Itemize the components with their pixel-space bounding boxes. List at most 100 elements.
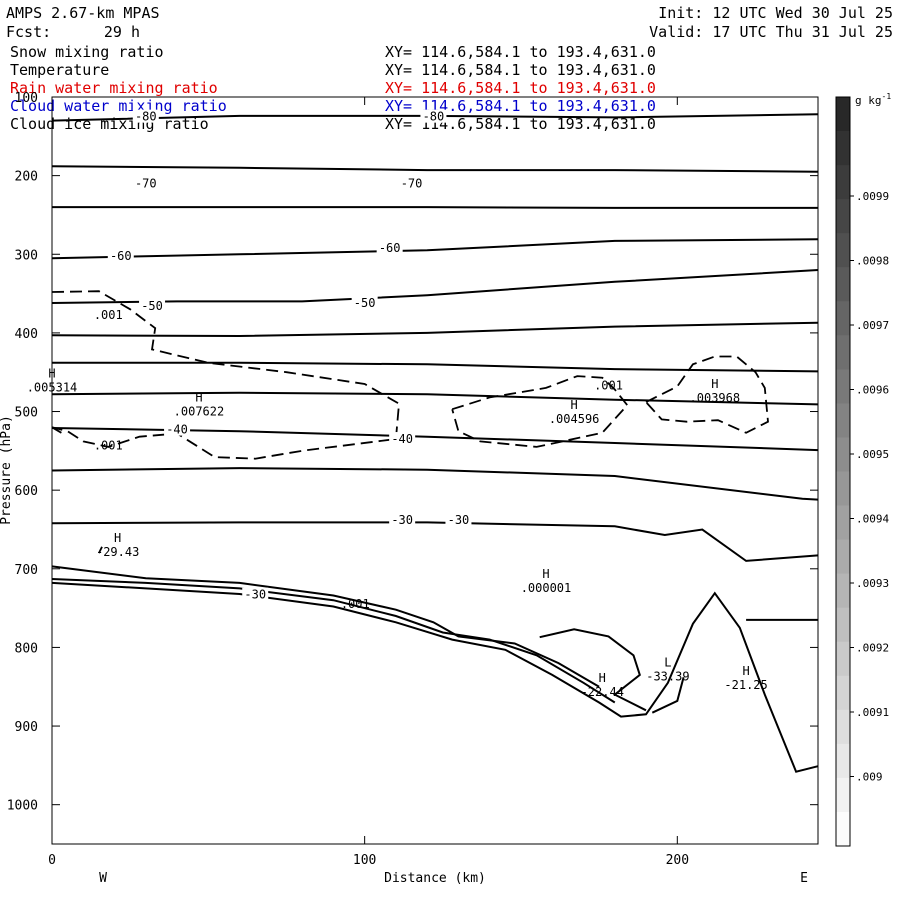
axes: 100 200 300 400 500 600 700 800 900 1000 0 100 200: [7, 91, 818, 868]
forecast-hour: 29 h: [104, 23, 140, 41]
y-tick-label: 100: [15, 91, 38, 106]
extremum-value: -22.44: [581, 685, 624, 699]
label-mask: [139, 299, 166, 313]
isotherm-line: [651, 677, 685, 714]
extremum-mark: H: [48, 367, 55, 381]
extremum-value: .005314: [27, 381, 78, 395]
isotherm-line: [51, 521, 819, 562]
contour-value-label: .001: [594, 379, 623, 393]
field-extent: XY= 114.6,584.1 to 193.4,631.0: [385, 97, 656, 115]
plot-area: -80 -80 -70 -70 -60 -60 -50 -50 -40 -40 -30 -30 -30.…: [27, 109, 819, 773]
label-mask: [389, 513, 416, 527]
colorbar-swatch: [836, 505, 850, 540]
colorbar-tick-label: .0098: [856, 255, 889, 268]
isotherm-label: -80: [423, 110, 445, 124]
extremum-value: .007622: [174, 404, 225, 418]
colorbar-swatch: [836, 369, 850, 404]
isotherm-label: -30: [244, 588, 266, 602]
extremum-mark: H: [542, 567, 549, 581]
colorbar-swatch: [836, 97, 850, 132]
isotherm-label: -60: [110, 249, 132, 263]
colorbar-swatch: [836, 199, 850, 234]
colorbar-swatch: [836, 812, 850, 847]
mixing-ratio-contour: [51, 426, 62, 434]
contour-value-label: .001: [341, 597, 370, 611]
colorbar-tick-label: .0094: [856, 513, 889, 526]
x-tick-label: 200: [666, 853, 689, 868]
colorbar-swatch: [836, 573, 850, 609]
x-tick-label: 100: [353, 853, 376, 868]
label-mask: [398, 176, 425, 190]
colorbar-frame: [835, 96, 851, 847]
colorbar-swatch: [836, 539, 850, 575]
colorbar-swatch: [836, 437, 850, 472]
extremum-value: -21.25: [724, 678, 767, 692]
label-mask: [242, 587, 269, 601]
init-time: Init: 12 UTC Wed 30 Jul 25: [658, 4, 893, 22]
colorbar-swatch: [836, 777, 850, 813]
colorbar-swatch: [836, 743, 850, 779]
y-tick-label: 500: [15, 406, 38, 421]
y-tick-label: 800: [15, 641, 38, 656]
extremum-mark: H: [711, 377, 718, 391]
colorbar-tick-label: .0099: [856, 190, 889, 203]
field-name: Rain water mixing ratio: [10, 79, 218, 97]
extremum-mark: H: [599, 671, 606, 685]
colorbar-swatch: [836, 165, 850, 200]
isotherm-line: [51, 321, 819, 338]
east-label: E: [800, 871, 808, 886]
label-mask: [107, 248, 134, 262]
y-tick-label: 400: [15, 327, 38, 342]
colorbar-tick-label: .0092: [856, 642, 889, 655]
contour-value-label: .001: [94, 308, 123, 322]
label-mask: [132, 109, 159, 123]
label-mask: [132, 176, 159, 190]
colorbar-swatch: [836, 267, 850, 302]
isotherm-line: [539, 628, 647, 712]
colorbar-swatch: [836, 131, 850, 166]
isotherm-label: -50: [141, 299, 163, 313]
isotherm-label: -70: [135, 176, 157, 190]
mixing-ratio-contour: [451, 375, 629, 448]
valid-time: Valid: 17 UTC Thu 31 Jul 25: [649, 23, 893, 41]
extremum-mark: H: [195, 390, 202, 404]
field-name: Cloud water mixing ratio: [10, 97, 227, 115]
label-mask: [389, 432, 416, 446]
isotherm-line: [51, 581, 819, 773]
extremum-value: -29.43: [96, 545, 139, 559]
colorbar-swatch: [836, 675, 850, 711]
isotherm-line: [51, 578, 616, 704]
extremum-mark: H: [114, 531, 121, 545]
isotherm-line: [51, 238, 819, 260]
isotherm-label: -70: [401, 176, 423, 190]
colorbar-swatch: [836, 709, 850, 745]
extremum-value: -33.39: [646, 669, 689, 683]
extremum-value: .000001: [521, 581, 572, 595]
field-extent: XY= 114.6,584.1 to 193.4,631.0: [385, 79, 656, 97]
colorbar-tick-label: .0096: [856, 384, 889, 397]
colorbar-swatch: [836, 403, 850, 438]
contour-value-label: .001: [94, 438, 123, 452]
colorbar-tick-label: .0093: [856, 577, 889, 590]
colorbar: .0099 .0098 .0097 .0096 .0095 .0094 .0093 .0092…: [835, 96, 889, 847]
colorbar-swatch: [836, 607, 850, 643]
y-tick-label: 600: [15, 484, 38, 499]
colorbar-tick-label: .009: [856, 771, 883, 784]
model-title: AMPS 2.67-km MPAS: [6, 4, 160, 22]
colorbar-swatch: [836, 471, 850, 506]
isotherm-line: [51, 165, 819, 173]
isotherm-label: -80: [135, 110, 157, 124]
label-mask: [420, 109, 447, 123]
extremum-value: .003968: [690, 391, 741, 405]
colorbar-unit: g kg-1: [855, 92, 891, 107]
y-tick-label: 1000: [7, 799, 38, 814]
x-tick-label: 0: [48, 853, 56, 868]
field-extent: XY= 114.6,584.1 to 193.4,631.0: [385, 43, 656, 61]
colorbar-tick-label: .0091: [856, 706, 889, 719]
isotherm-line: [51, 391, 819, 406]
extremum-value: .004596: [549, 412, 600, 426]
y-tick-label: 200: [15, 170, 38, 185]
isotherm-line: [51, 565, 600, 688]
colorbar-swatch: [836, 233, 850, 268]
